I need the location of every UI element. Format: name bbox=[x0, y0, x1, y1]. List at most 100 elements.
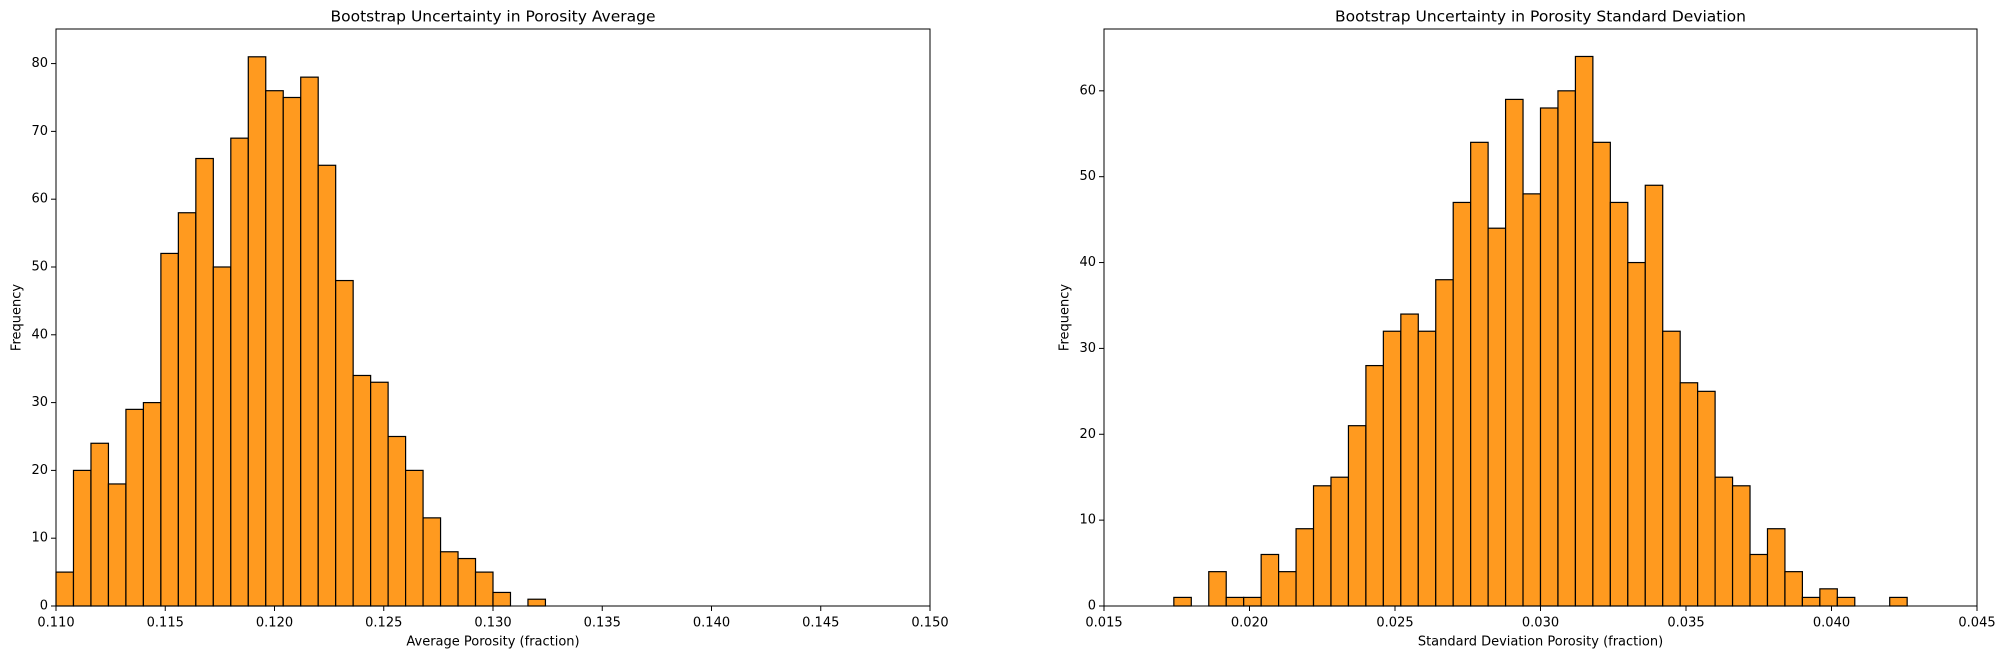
x-tick-label: 0.120 bbox=[256, 616, 293, 631]
bar bbox=[265, 90, 284, 607]
y-tick-label: 60 bbox=[1079, 83, 1096, 98]
x-tick-label: 0.135 bbox=[584, 616, 621, 631]
bar bbox=[1504, 98, 1524, 607]
bar bbox=[1452, 201, 1472, 607]
bar bbox=[1173, 596, 1192, 607]
bar bbox=[1400, 313, 1419, 607]
bar bbox=[1592, 141, 1611, 607]
bar bbox=[300, 76, 319, 607]
bar bbox=[457, 557, 477, 607]
bar bbox=[352, 374, 372, 607]
bar bbox=[247, 56, 267, 607]
bar bbox=[1662, 330, 1681, 607]
bar bbox=[1470, 141, 1489, 607]
y-tick-label: 60 bbox=[31, 192, 48, 207]
y-tick-label: 10 bbox=[1079, 513, 1096, 528]
bar bbox=[1382, 330, 1402, 607]
x-tick-label: 0.045 bbox=[1958, 616, 1995, 631]
bar bbox=[230, 137, 249, 607]
bar bbox=[1697, 390, 1716, 607]
bar bbox=[1609, 201, 1629, 607]
bar bbox=[387, 435, 407, 607]
bar bbox=[474, 571, 494, 607]
bar bbox=[1801, 596, 1821, 607]
bar bbox=[1539, 107, 1559, 607]
bar bbox=[492, 591, 512, 607]
bar bbox=[125, 408, 144, 607]
y-tick-label: 30 bbox=[1079, 341, 1096, 356]
bar bbox=[1819, 588, 1838, 607]
bar bbox=[527, 598, 547, 607]
y-axis-label: Frequency bbox=[10, 284, 25, 351]
y-axis-label: Frequency bbox=[1058, 284, 1073, 351]
y-tick-label: 20 bbox=[31, 463, 48, 478]
bar bbox=[317, 164, 337, 607]
bar bbox=[212, 266, 232, 607]
bar bbox=[1487, 227, 1507, 607]
x-tick-label: 0.110 bbox=[37, 616, 74, 631]
x-tick-label: 0.035 bbox=[1667, 616, 1704, 631]
y-tick-label: 80 bbox=[31, 56, 48, 71]
bar bbox=[1889, 596, 1908, 607]
bar bbox=[1731, 485, 1751, 607]
x-tick-label: 0.015 bbox=[1085, 616, 1122, 631]
x-axis-label: Average Porosity (fraction) bbox=[406, 635, 579, 650]
bar bbox=[405, 469, 424, 607]
x-tick-label: 0.020 bbox=[1231, 616, 1268, 631]
bar bbox=[1295, 528, 1315, 607]
x-tick-label: 0.125 bbox=[365, 616, 402, 631]
bar bbox=[1749, 553, 1769, 607]
x-axis-label: Standard Deviation Porosity (fraction) bbox=[1418, 635, 1663, 650]
x-tick-label: 0.030 bbox=[1522, 616, 1559, 631]
x-tick-label: 0.040 bbox=[1813, 616, 1850, 631]
bar bbox=[1347, 425, 1367, 607]
bar bbox=[1312, 485, 1332, 607]
y-tick-label: 50 bbox=[1079, 169, 1096, 184]
x-tick-label: 0.150 bbox=[911, 616, 948, 631]
bar bbox=[72, 469, 92, 607]
x-tick-label: 0.115 bbox=[147, 616, 184, 631]
bar bbox=[1435, 279, 1454, 607]
bar bbox=[1208, 571, 1227, 607]
bar bbox=[1574, 55, 1594, 607]
bar bbox=[422, 517, 442, 607]
bar bbox=[1784, 571, 1803, 607]
chart-title: Bootstrap Uncertainty in Porosity Averag… bbox=[330, 8, 655, 26]
bar bbox=[335, 279, 354, 607]
x-tick-label: 0.025 bbox=[1376, 616, 1413, 631]
bar bbox=[160, 252, 179, 607]
y-tick-label: 0 bbox=[40, 599, 48, 614]
bar bbox=[1679, 382, 1699, 607]
bar bbox=[1836, 596, 1856, 607]
bar bbox=[282, 96, 302, 607]
x-tick-label: 0.145 bbox=[802, 616, 839, 631]
bar bbox=[1557, 90, 1577, 607]
y-tick-label: 20 bbox=[1079, 427, 1096, 442]
bar bbox=[1365, 364, 1384, 607]
bar bbox=[1243, 596, 1262, 607]
bar bbox=[107, 483, 127, 607]
y-tick-label: 70 bbox=[31, 124, 48, 139]
y-tick-label: 50 bbox=[31, 259, 48, 274]
bar bbox=[142, 401, 162, 607]
bar bbox=[439, 551, 459, 607]
x-tick-label: 0.130 bbox=[474, 616, 511, 631]
y-tick-label: 40 bbox=[1079, 255, 1096, 270]
bar bbox=[1644, 184, 1664, 607]
y-tick-label: 10 bbox=[31, 531, 48, 546]
chart-title: Bootstrap Uncertainty in Porosity Standa… bbox=[1335, 8, 1746, 26]
bar bbox=[1627, 261, 1646, 607]
bar bbox=[55, 571, 75, 607]
y-tick-label: 40 bbox=[31, 327, 48, 342]
bar bbox=[370, 381, 389, 607]
bar bbox=[1714, 476, 1734, 607]
bar bbox=[1330, 476, 1350, 607]
bar bbox=[1522, 193, 1542, 607]
y-tick-label: 30 bbox=[31, 395, 48, 410]
x-tick-label: 0.140 bbox=[693, 616, 730, 631]
bar bbox=[177, 212, 197, 607]
bar bbox=[1766, 528, 1786, 607]
bar bbox=[1277, 571, 1297, 607]
bar bbox=[1225, 596, 1245, 607]
